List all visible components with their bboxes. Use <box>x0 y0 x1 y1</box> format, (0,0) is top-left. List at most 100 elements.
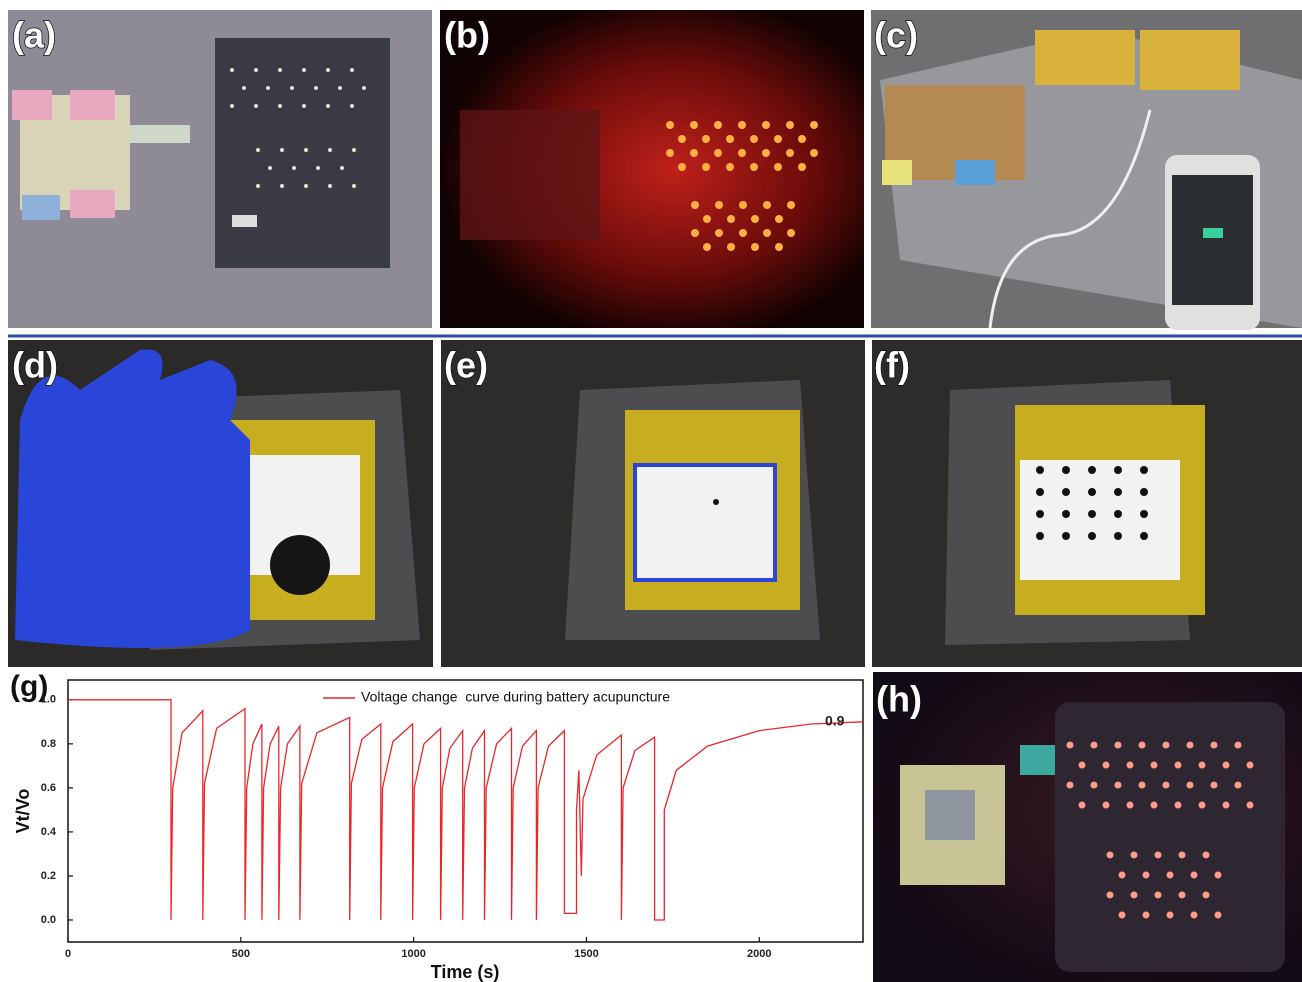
led-dot <box>751 243 759 251</box>
y-tick-label: 0.8 <box>41 738 56 750</box>
photo-f <box>872 340 1302 667</box>
led-dot <box>690 121 698 129</box>
led-dot <box>703 215 711 223</box>
panel-label: (h) <box>876 679 922 720</box>
led-dot <box>1247 802 1254 809</box>
led-dot <box>1062 532 1070 540</box>
led-dot <box>1131 852 1138 859</box>
led-dot <box>326 104 330 108</box>
led-dot <box>1139 742 1146 749</box>
led-dot <box>1139 782 1146 789</box>
led-dot <box>750 163 758 171</box>
photo-b <box>440 10 864 328</box>
led-dot <box>230 68 234 72</box>
led-dot <box>230 104 234 108</box>
led-dot <box>810 149 818 157</box>
led-dot <box>278 104 282 108</box>
led-dot <box>678 135 686 143</box>
led-dot <box>714 121 722 129</box>
led-dot <box>1167 912 1174 919</box>
led-dot <box>1107 852 1114 859</box>
x-tick-label: 1500 <box>574 948 598 960</box>
led-dot <box>1036 466 1044 474</box>
led-dot <box>691 229 699 237</box>
led-dot <box>292 166 296 170</box>
led-dot <box>1187 742 1194 749</box>
led-dot <box>1140 510 1148 518</box>
led-dot <box>691 201 699 209</box>
led-dot <box>1067 742 1074 749</box>
led-dot <box>1235 742 1242 749</box>
led-dot <box>1175 802 1182 809</box>
led-dot <box>350 104 354 108</box>
led-dot <box>1175 762 1182 769</box>
led-dot <box>798 135 806 143</box>
led-dot <box>1191 912 1198 919</box>
led-dot <box>314 86 318 90</box>
led-dot <box>787 201 795 209</box>
led-dot <box>1115 782 1122 789</box>
panel-label: (a) <box>12 15 56 56</box>
led-dot <box>810 121 818 129</box>
x-tick-label: 500 <box>232 948 250 960</box>
led-dot <box>302 68 306 72</box>
led-dot <box>774 135 782 143</box>
led-dot <box>302 104 306 108</box>
led-dot <box>690 149 698 157</box>
photo-d <box>8 340 433 667</box>
led-dot <box>763 201 771 209</box>
led-dot <box>304 184 308 188</box>
led-dot <box>787 229 795 237</box>
led-dot <box>290 86 294 90</box>
led-dot <box>1062 488 1070 496</box>
led-dot <box>727 215 735 223</box>
led-dot <box>798 163 806 171</box>
photo-h <box>873 672 1302 982</box>
led-dot <box>666 149 674 157</box>
led-dot <box>1127 802 1134 809</box>
panel-label: (b) <box>444 15 490 56</box>
led-dot <box>750 135 758 143</box>
annotation: 0.9 <box>825 713 845 729</box>
led-dot <box>1114 510 1122 518</box>
led-dot <box>739 229 747 237</box>
led-dot <box>1155 892 1162 899</box>
led-dot <box>1114 466 1122 474</box>
led-dot <box>268 166 272 170</box>
led-dot <box>1215 912 1222 919</box>
led-dot <box>254 68 258 72</box>
led-dot <box>304 148 308 152</box>
led-dot <box>1203 892 1210 899</box>
led-dot <box>1155 852 1162 859</box>
led-dot <box>1199 762 1206 769</box>
figure: (g) Vt/Vo Time (s) 0.00.20.40.60.81.0050… <box>0 0 1302 982</box>
led-dot <box>1036 488 1044 496</box>
led-dot <box>726 163 734 171</box>
led-dot <box>326 68 330 72</box>
led-dot <box>775 215 783 223</box>
led-dot <box>762 149 770 157</box>
legend-label: Voltage change curve during battery acup… <box>361 689 670 705</box>
led-dot <box>762 121 770 129</box>
led-dot <box>1140 532 1148 540</box>
x-tick-label: 0 <box>65 948 71 960</box>
led-dot <box>763 229 771 237</box>
led-dot <box>1179 852 1186 859</box>
led-dot <box>1223 802 1230 809</box>
led-dot <box>1199 802 1206 809</box>
led-dot <box>715 229 723 237</box>
led-dot <box>786 149 794 157</box>
led-dot <box>1163 782 1170 789</box>
photo-a <box>8 10 432 328</box>
led-dot <box>1088 510 1096 518</box>
led-dot <box>775 243 783 251</box>
y-axis-label: Vt/Vo <box>13 789 33 834</box>
led-dot <box>316 166 320 170</box>
led-dot <box>703 243 711 251</box>
led-dot <box>1140 466 1148 474</box>
led-dot <box>1103 762 1110 769</box>
led-dot <box>738 149 746 157</box>
led-dot <box>1119 872 1126 879</box>
led-dot <box>328 148 332 152</box>
led-dot <box>242 86 246 90</box>
